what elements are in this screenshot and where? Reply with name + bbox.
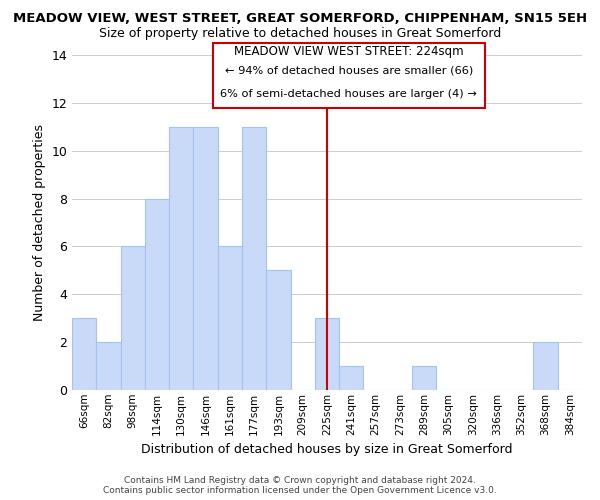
Bar: [121, 246, 145, 390]
Bar: [266, 270, 290, 390]
Bar: [193, 127, 218, 390]
X-axis label: Distribution of detached houses by size in Great Somerford: Distribution of detached houses by size …: [141, 443, 513, 456]
Text: ← 94% of detached houses are smaller (66): ← 94% of detached houses are smaller (66…: [225, 66, 473, 76]
Bar: [72, 318, 96, 390]
Bar: [96, 342, 121, 390]
Y-axis label: Number of detached properties: Number of detached properties: [33, 124, 46, 321]
Bar: [412, 366, 436, 390]
Text: Contains HM Land Registry data © Crown copyright and database right 2024.
Contai: Contains HM Land Registry data © Crown c…: [103, 476, 497, 495]
Text: 6% of semi-detached houses are larger (4) →: 6% of semi-detached houses are larger (4…: [220, 90, 477, 100]
Bar: [145, 198, 169, 390]
Text: Size of property relative to detached houses in Great Somerford: Size of property relative to detached ho…: [99, 28, 501, 40]
Bar: [169, 127, 193, 390]
Bar: [533, 342, 558, 390]
Text: MEADOW VIEW, WEST STREET, GREAT SOMERFORD, CHIPPENHAM, SN15 5EH: MEADOW VIEW, WEST STREET, GREAT SOMERFOR…: [13, 12, 587, 26]
FancyBboxPatch shape: [213, 43, 485, 108]
Bar: [242, 127, 266, 390]
Bar: [218, 246, 242, 390]
Bar: [339, 366, 364, 390]
Text: MEADOW VIEW WEST STREET: 224sqm: MEADOW VIEW WEST STREET: 224sqm: [234, 45, 464, 58]
Bar: [315, 318, 339, 390]
